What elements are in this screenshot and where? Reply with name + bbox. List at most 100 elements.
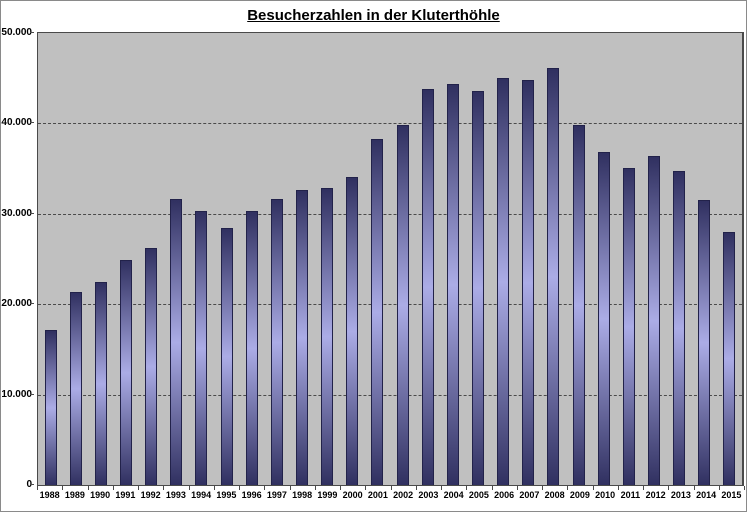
y-tick-label-40.000: 40.000 bbox=[1, 117, 32, 129]
y-tick-label-10.000: 10.000 bbox=[1, 388, 32, 400]
x-tick-label-1992: 1992 bbox=[140, 490, 161, 500]
x-tick-mark bbox=[617, 486, 619, 490]
y-tick-mark bbox=[30, 303, 34, 305]
x-tick-label-2005: 2005 bbox=[468, 490, 489, 500]
bar-2001 bbox=[371, 138, 384, 485]
x-tick-mark bbox=[365, 486, 367, 490]
bar-1997 bbox=[270, 199, 283, 485]
gridline-30000 bbox=[38, 213, 742, 215]
bar-2004 bbox=[446, 83, 459, 485]
y-tick-label-0: 0 bbox=[1, 479, 32, 490]
x-tick-mark bbox=[718, 486, 720, 490]
x-tick-label-2014: 2014 bbox=[696, 490, 717, 500]
x-tick-mark bbox=[592, 486, 594, 490]
bar-2007 bbox=[522, 80, 535, 485]
x-tick-label-1994: 1994 bbox=[191, 490, 212, 500]
bar-2012 bbox=[648, 155, 660, 485]
bar-2008 bbox=[547, 68, 560, 485]
x-tick-mark bbox=[340, 486, 341, 490]
bar-2003 bbox=[421, 89, 434, 485]
bar-2009 bbox=[572, 125, 585, 485]
x-tick-mark bbox=[163, 486, 165, 490]
chart-title: Besucherzahlen in der Kluterthöhle bbox=[247, 7, 500, 24]
x-tick-label-2010: 2010 bbox=[595, 490, 616, 500]
y-tick-mark bbox=[30, 32, 34, 33]
x-tick-mark bbox=[668, 486, 670, 490]
y-tick-mark bbox=[30, 484, 34, 485]
x-tick-label-1988: 1988 bbox=[39, 490, 60, 500]
bar-2013 bbox=[673, 171, 686, 485]
bar-1998 bbox=[296, 190, 308, 485]
bar-1993 bbox=[170, 199, 183, 485]
x-tick-mark bbox=[744, 486, 745, 490]
x-tick-label-2003: 2003 bbox=[418, 490, 439, 500]
x-tick-mark bbox=[390, 486, 392, 490]
x-tick-label-2007: 2007 bbox=[519, 490, 540, 500]
gridline-10000 bbox=[38, 394, 742, 396]
x-tick-label-2004: 2004 bbox=[443, 490, 464, 500]
y-tick-mark bbox=[30, 212, 34, 214]
bar-2002 bbox=[396, 125, 409, 485]
bar-2015 bbox=[723, 231, 736, 485]
x-tick-label-2013: 2013 bbox=[670, 490, 691, 500]
x-tick-label-2000: 2000 bbox=[342, 490, 363, 500]
x-tick-label-1989: 1989 bbox=[64, 490, 85, 500]
x-tick-label-1991: 1991 bbox=[115, 490, 136, 500]
x-tick-label-1998: 1998 bbox=[292, 490, 313, 500]
bar-1991 bbox=[120, 259, 132, 485]
x-tick-label-1993: 1993 bbox=[165, 490, 186, 500]
x-tick-mark bbox=[693, 486, 695, 490]
x-tick-label-2001: 2001 bbox=[367, 490, 388, 500]
x-tick-mark bbox=[213, 486, 215, 490]
x-tick-label-2008: 2008 bbox=[544, 490, 565, 500]
x-tick-label-1996: 1996 bbox=[241, 490, 262, 500]
bar-2014 bbox=[698, 200, 711, 485]
bar-2006 bbox=[497, 78, 510, 485]
x-tick-label-2015: 2015 bbox=[721, 490, 742, 500]
bar-1988 bbox=[44, 330, 57, 485]
x-tick-mark bbox=[466, 486, 468, 490]
bar-1992 bbox=[145, 248, 158, 485]
x-tick-mark bbox=[567, 486, 569, 490]
x-tick-mark bbox=[37, 486, 38, 490]
x-tick-mark bbox=[441, 486, 442, 490]
x-tick-label-1997: 1997 bbox=[266, 490, 287, 500]
x-tick-label-2012: 2012 bbox=[645, 490, 666, 500]
plot-area bbox=[37, 32, 744, 486]
gridline-20000 bbox=[38, 304, 742, 306]
x-tick-label-1995: 1995 bbox=[216, 490, 237, 500]
y-tick-label-20.000: 20.000 bbox=[1, 298, 32, 310]
x-tick-mark bbox=[542, 486, 543, 490]
x-tick-mark bbox=[516, 486, 518, 490]
x-tick-label-2006: 2006 bbox=[494, 490, 515, 500]
x-tick-mark bbox=[87, 486, 89, 490]
y-tick-mark bbox=[30, 393, 34, 395]
x-tick-label-1990: 1990 bbox=[90, 490, 111, 500]
bar-1996 bbox=[245, 211, 258, 485]
x-tick-mark bbox=[188, 486, 190, 490]
x-tick-label-1999: 1999 bbox=[317, 490, 338, 500]
x-tick-mark bbox=[112, 486, 114, 490]
y-tick-mark bbox=[30, 122, 34, 124]
x-tick-mark bbox=[314, 486, 316, 490]
gridline-40000 bbox=[38, 123, 742, 125]
x-tick-mark bbox=[264, 486, 266, 490]
x-tick-label-2011: 2011 bbox=[620, 490, 641, 500]
x-axis: 1988 1989 1990 1991 1992 1993 1994 1995 1996 1997… bbox=[37, 490, 744, 503]
bar-2000 bbox=[346, 176, 359, 485]
x-tick-mark bbox=[62, 486, 64, 490]
bar-1995 bbox=[220, 228, 233, 485]
x-tick-mark bbox=[643, 486, 644, 490]
bar-2005 bbox=[472, 90, 484, 485]
x-tick-label-2002: 2002 bbox=[393, 490, 414, 500]
y-axis: 0 10.000 20.000 30.000 40.000 50.000 bbox=[1, 27, 34, 490]
x-tick-label-2009: 2009 bbox=[569, 490, 590, 500]
bar-2010 bbox=[597, 152, 610, 485]
x-tick-mark bbox=[289, 486, 291, 490]
bar-2011 bbox=[622, 167, 635, 485]
bar-1999 bbox=[321, 187, 334, 485]
y-tick-label-30.000: 30.000 bbox=[1, 207, 32, 219]
y-tick-label-50.000: 50.000 bbox=[1, 27, 32, 38]
bar-1990 bbox=[94, 281, 107, 485]
